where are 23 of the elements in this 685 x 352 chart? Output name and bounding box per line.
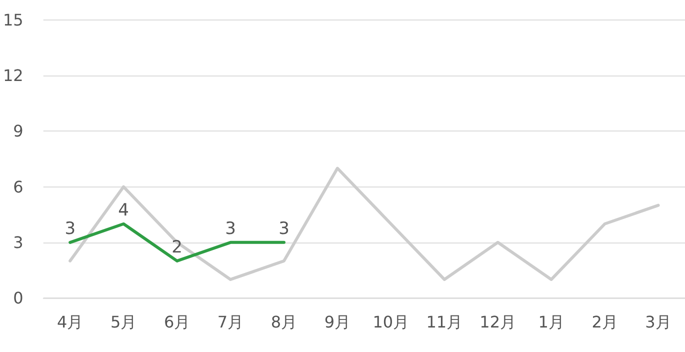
x-tick-label: 7月 [217,312,244,332]
x-tick-label: 12月 [480,312,516,332]
y-tick-label: 9 [13,122,24,141]
data-label: 3 [278,218,290,239]
data-label: 4 [118,200,129,220]
x-tick-label: 8月 [270,312,298,332]
x-tick-label: 4月 [57,312,84,332]
x-tick-label: 11月 [426,312,463,332]
y-tick-label: 12 [3,66,24,86]
x-tick-label: 6月 [164,312,190,332]
y-tick-label: 15 [3,10,24,30]
x-tick-label: 3月 [645,312,672,332]
data-label: 3 [64,218,76,239]
data-label: 3 [225,218,236,239]
y-tick-label: 6 [13,177,24,196]
y-tick-label: 0 [13,288,24,308]
x-tick-label: 2月 [592,312,618,332]
x-tick-label: 10月 [372,312,410,332]
x-tick-label: 5月 [110,312,137,332]
y-tick-label: 3 [13,232,24,252]
x-tick-label: 9月 [324,312,351,332]
x-tick-label: 1月 [538,312,564,332]
data-label: 2 [172,237,182,258]
